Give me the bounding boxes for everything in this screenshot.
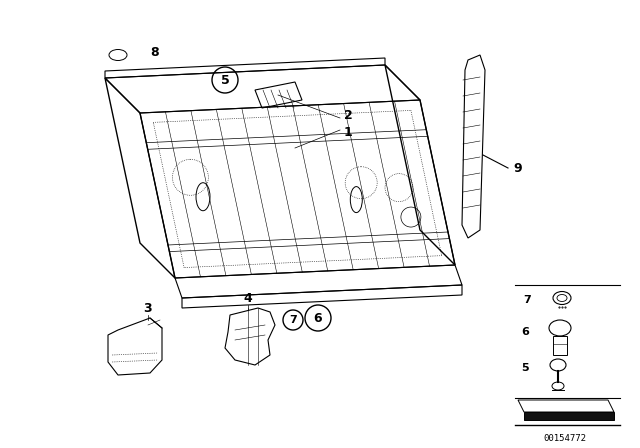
Text: 5: 5 <box>521 363 529 373</box>
Text: 5: 5 <box>221 73 229 86</box>
Text: 3: 3 <box>144 302 152 314</box>
Text: 8: 8 <box>150 46 159 59</box>
Text: 6: 6 <box>521 327 529 337</box>
Text: 6: 6 <box>314 311 323 324</box>
Text: 7: 7 <box>289 315 297 325</box>
Text: 7: 7 <box>523 295 531 305</box>
Text: 4: 4 <box>244 292 252 305</box>
Polygon shape <box>524 412 614 420</box>
Text: 1: 1 <box>344 125 353 138</box>
Text: 00154772: 00154772 <box>543 434 586 443</box>
Text: 9: 9 <box>514 161 522 175</box>
Text: 2: 2 <box>344 108 353 121</box>
